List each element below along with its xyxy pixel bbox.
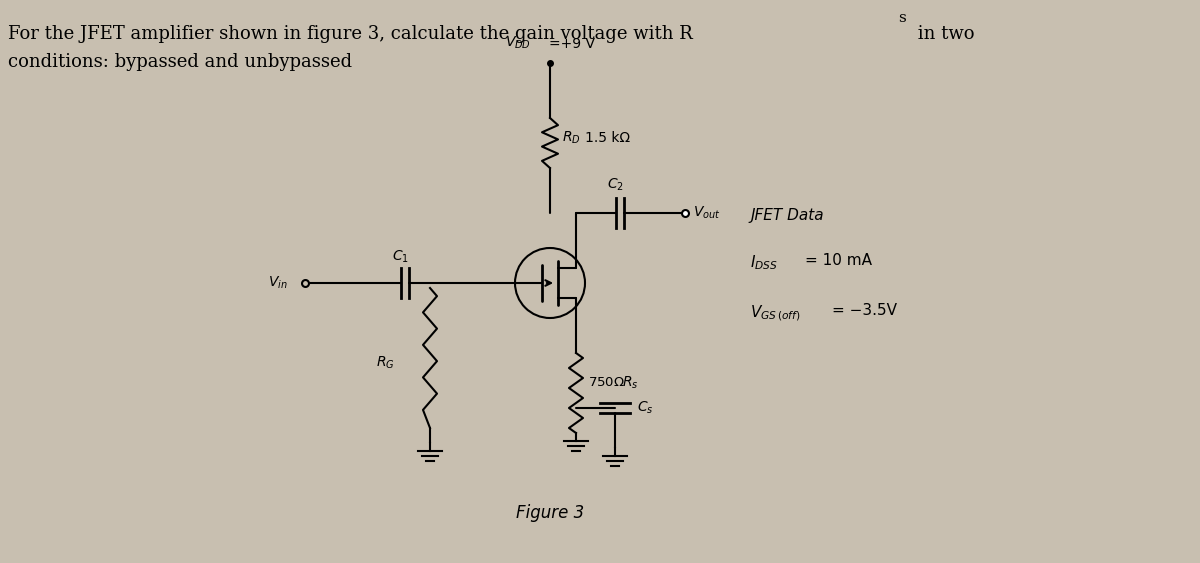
- Text: $R_G$: $R_G$: [377, 355, 395, 371]
- Text: 750$\Omega$: 750$\Omega$: [588, 377, 625, 390]
- Text: $V_{in}$: $V_{in}$: [268, 275, 288, 291]
- Text: $C_s$: $C_s$: [637, 400, 654, 416]
- Text: JFET Data: JFET Data: [750, 208, 823, 223]
- Text: $C_2$: $C_2$: [606, 177, 624, 193]
- Text: $V_{GS\,(off)}$: $V_{GS\,(off)}$: [750, 303, 800, 323]
- Text: $R_D$: $R_D$: [562, 130, 581, 146]
- Text: conditions: bypassed and unbypassed: conditions: bypassed and unbypassed: [8, 53, 352, 71]
- Text: For the JFET amplifier shown in figure 3, calculate the gain voltage with R: For the JFET amplifier shown in figure 3…: [8, 25, 692, 43]
- Text: $V_{DD}$: $V_{DD}$: [505, 34, 532, 51]
- Text: $V_{out}$: $V_{out}$: [694, 205, 721, 221]
- Text: $R_s$: $R_s$: [622, 375, 638, 391]
- Text: s: s: [898, 11, 906, 25]
- Text: in two: in two: [912, 25, 974, 43]
- Text: 1.5 kΩ: 1.5 kΩ: [586, 131, 630, 145]
- Text: = 10 mA: = 10 mA: [805, 253, 872, 268]
- Text: =+9 V: =+9 V: [550, 37, 595, 51]
- Text: Figure 3: Figure 3: [516, 504, 584, 522]
- Text: $C_1$: $C_1$: [391, 249, 408, 265]
- Text: $I_{DSS}$: $I_{DSS}$: [750, 253, 778, 272]
- Text: = −3.5V: = −3.5V: [832, 303, 898, 318]
